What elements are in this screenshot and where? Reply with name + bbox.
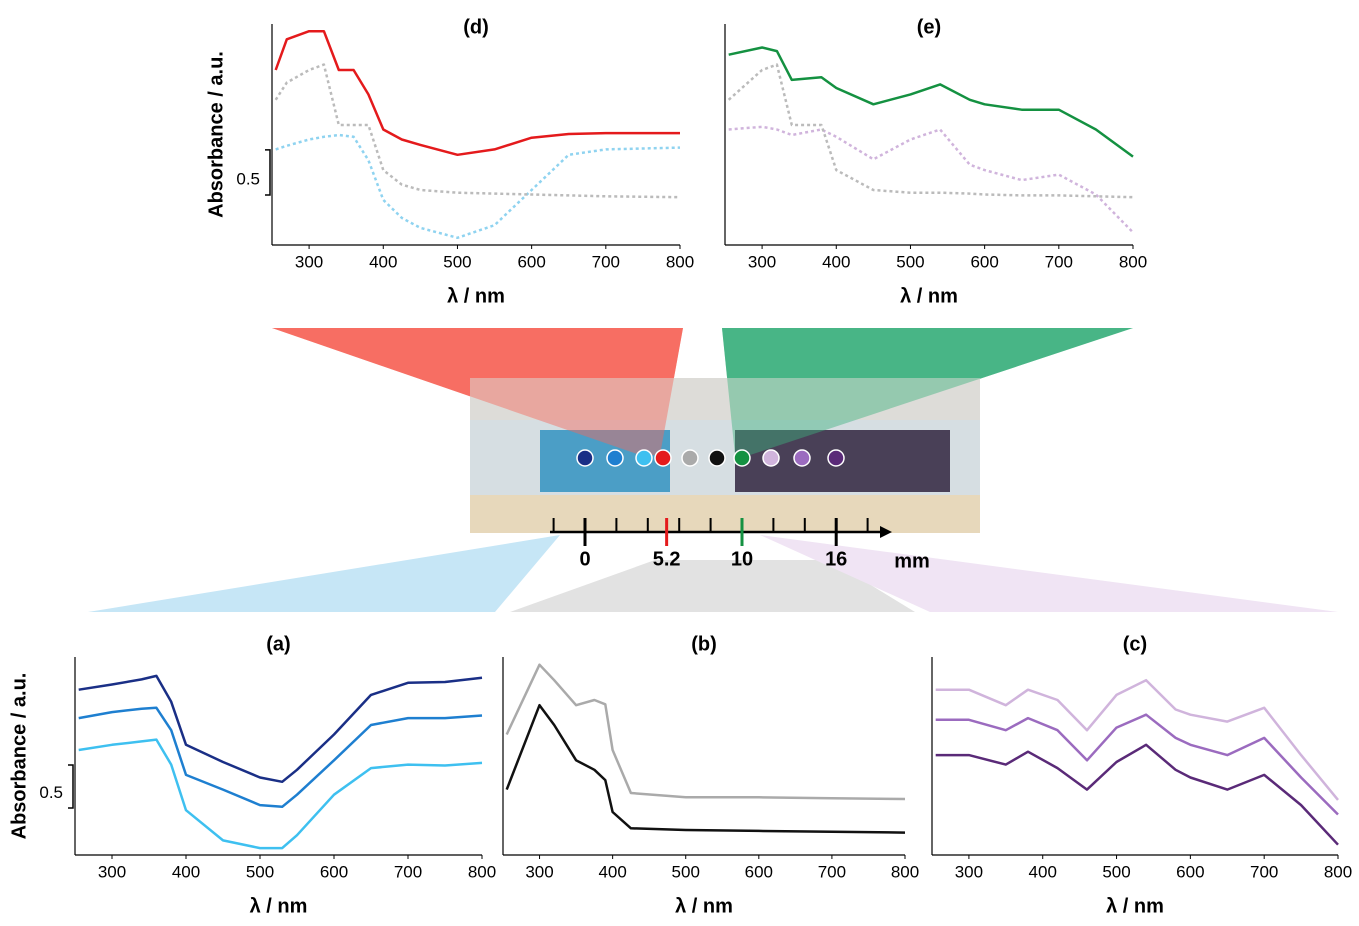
funnel-e-overlay bbox=[722, 328, 1133, 455]
x-tick-label: 300 bbox=[525, 862, 553, 881]
spectrum-line bbox=[935, 678, 1339, 801]
x-tick-label: 600 bbox=[745, 862, 773, 881]
x-tick-label: 300 bbox=[295, 252, 323, 271]
x-tick-label: 300 bbox=[98, 862, 126, 881]
funnel-c bbox=[760, 535, 1338, 612]
ruler-tick-label: 5.2 bbox=[653, 548, 681, 570]
spectrum-line bbox=[727, 63, 1134, 199]
x-axis-label: λ / nm bbox=[675, 895, 733, 917]
scale-bar-label: 0.5 bbox=[236, 169, 260, 188]
x-tick-label: 500 bbox=[246, 862, 274, 881]
funnel-a bbox=[88, 535, 560, 612]
panel-title: (b) bbox=[691, 633, 717, 655]
scale-bar-label: 0.5 bbox=[39, 783, 63, 802]
y-axis-label: Absorbance / a.u. bbox=[8, 673, 30, 840]
x-axis-label: λ / nm bbox=[900, 285, 958, 307]
x-tick-label: 800 bbox=[666, 252, 694, 271]
spectrum-line bbox=[728, 125, 1134, 234]
x-tick-label: 700 bbox=[394, 862, 422, 881]
x-tick-label: 500 bbox=[896, 252, 924, 271]
spectrum-line bbox=[78, 738, 483, 850]
panel-title: (c) bbox=[1123, 633, 1147, 655]
spectrum-line bbox=[78, 674, 483, 784]
x-tick-label: 800 bbox=[468, 862, 496, 881]
x-tick-label: 400 bbox=[369, 252, 397, 271]
x-tick-label: 500 bbox=[1102, 862, 1130, 881]
spectrum-line bbox=[935, 743, 1339, 846]
x-tick-label: 600 bbox=[970, 252, 998, 271]
scale-bar bbox=[68, 764, 74, 809]
x-tick-label: 400 bbox=[598, 862, 626, 881]
panel-title: (d) bbox=[463, 16, 489, 38]
spectrum-line bbox=[274, 29, 680, 157]
panel-title: (a) bbox=[266, 633, 290, 655]
x-tick-label: 700 bbox=[818, 862, 846, 881]
x-tick-label: 600 bbox=[517, 252, 545, 271]
x-tick-label: 300 bbox=[748, 252, 776, 271]
funnel-d-overlay bbox=[272, 328, 683, 455]
x-tick-label: 500 bbox=[443, 252, 471, 271]
x-axis-label: λ / nm bbox=[447, 285, 505, 307]
x-tick-label: 500 bbox=[672, 862, 700, 881]
scale-bar bbox=[265, 149, 271, 196]
x-axis-label: λ / nm bbox=[250, 895, 308, 917]
x-tick-label: 800 bbox=[891, 862, 919, 881]
x-tick-label: 300 bbox=[955, 862, 983, 881]
spectrum-line bbox=[275, 133, 681, 240]
ruler-tick-label: 16 bbox=[825, 548, 847, 570]
x-tick-label: 600 bbox=[1176, 862, 1204, 881]
spectrum-line bbox=[935, 713, 1339, 816]
sample-points bbox=[576, 449, 845, 467]
spectrum-line bbox=[728, 46, 1134, 158]
x-tick-label: 700 bbox=[1250, 862, 1278, 881]
x-tick-label: 700 bbox=[1045, 252, 1073, 271]
ruler-tick-label: 10 bbox=[731, 548, 753, 570]
ruler-tick-label: 0 bbox=[579, 548, 590, 570]
x-tick-label: 700 bbox=[592, 252, 620, 271]
ruler-unit: mm bbox=[894, 550, 930, 572]
spectrum-line bbox=[505, 663, 906, 801]
panel-title: (e) bbox=[917, 16, 941, 38]
x-tick-label: 400 bbox=[172, 862, 200, 881]
spectrum-line bbox=[505, 703, 906, 834]
x-tick-label: 800 bbox=[1324, 862, 1352, 881]
x-tick-label: 400 bbox=[1029, 862, 1057, 881]
x-tick-label: 400 bbox=[822, 252, 850, 271]
x-axis-label: λ / nm bbox=[1106, 895, 1164, 917]
ruler-arrow bbox=[880, 526, 892, 538]
x-tick-label: 800 bbox=[1119, 252, 1147, 271]
funnel-b bbox=[510, 560, 915, 612]
spectrum-line bbox=[274, 63, 681, 199]
y-axis-label: Absorbance / a.u. bbox=[205, 51, 227, 218]
x-tick-label: 600 bbox=[320, 862, 348, 881]
spectrum-line bbox=[78, 706, 483, 809]
